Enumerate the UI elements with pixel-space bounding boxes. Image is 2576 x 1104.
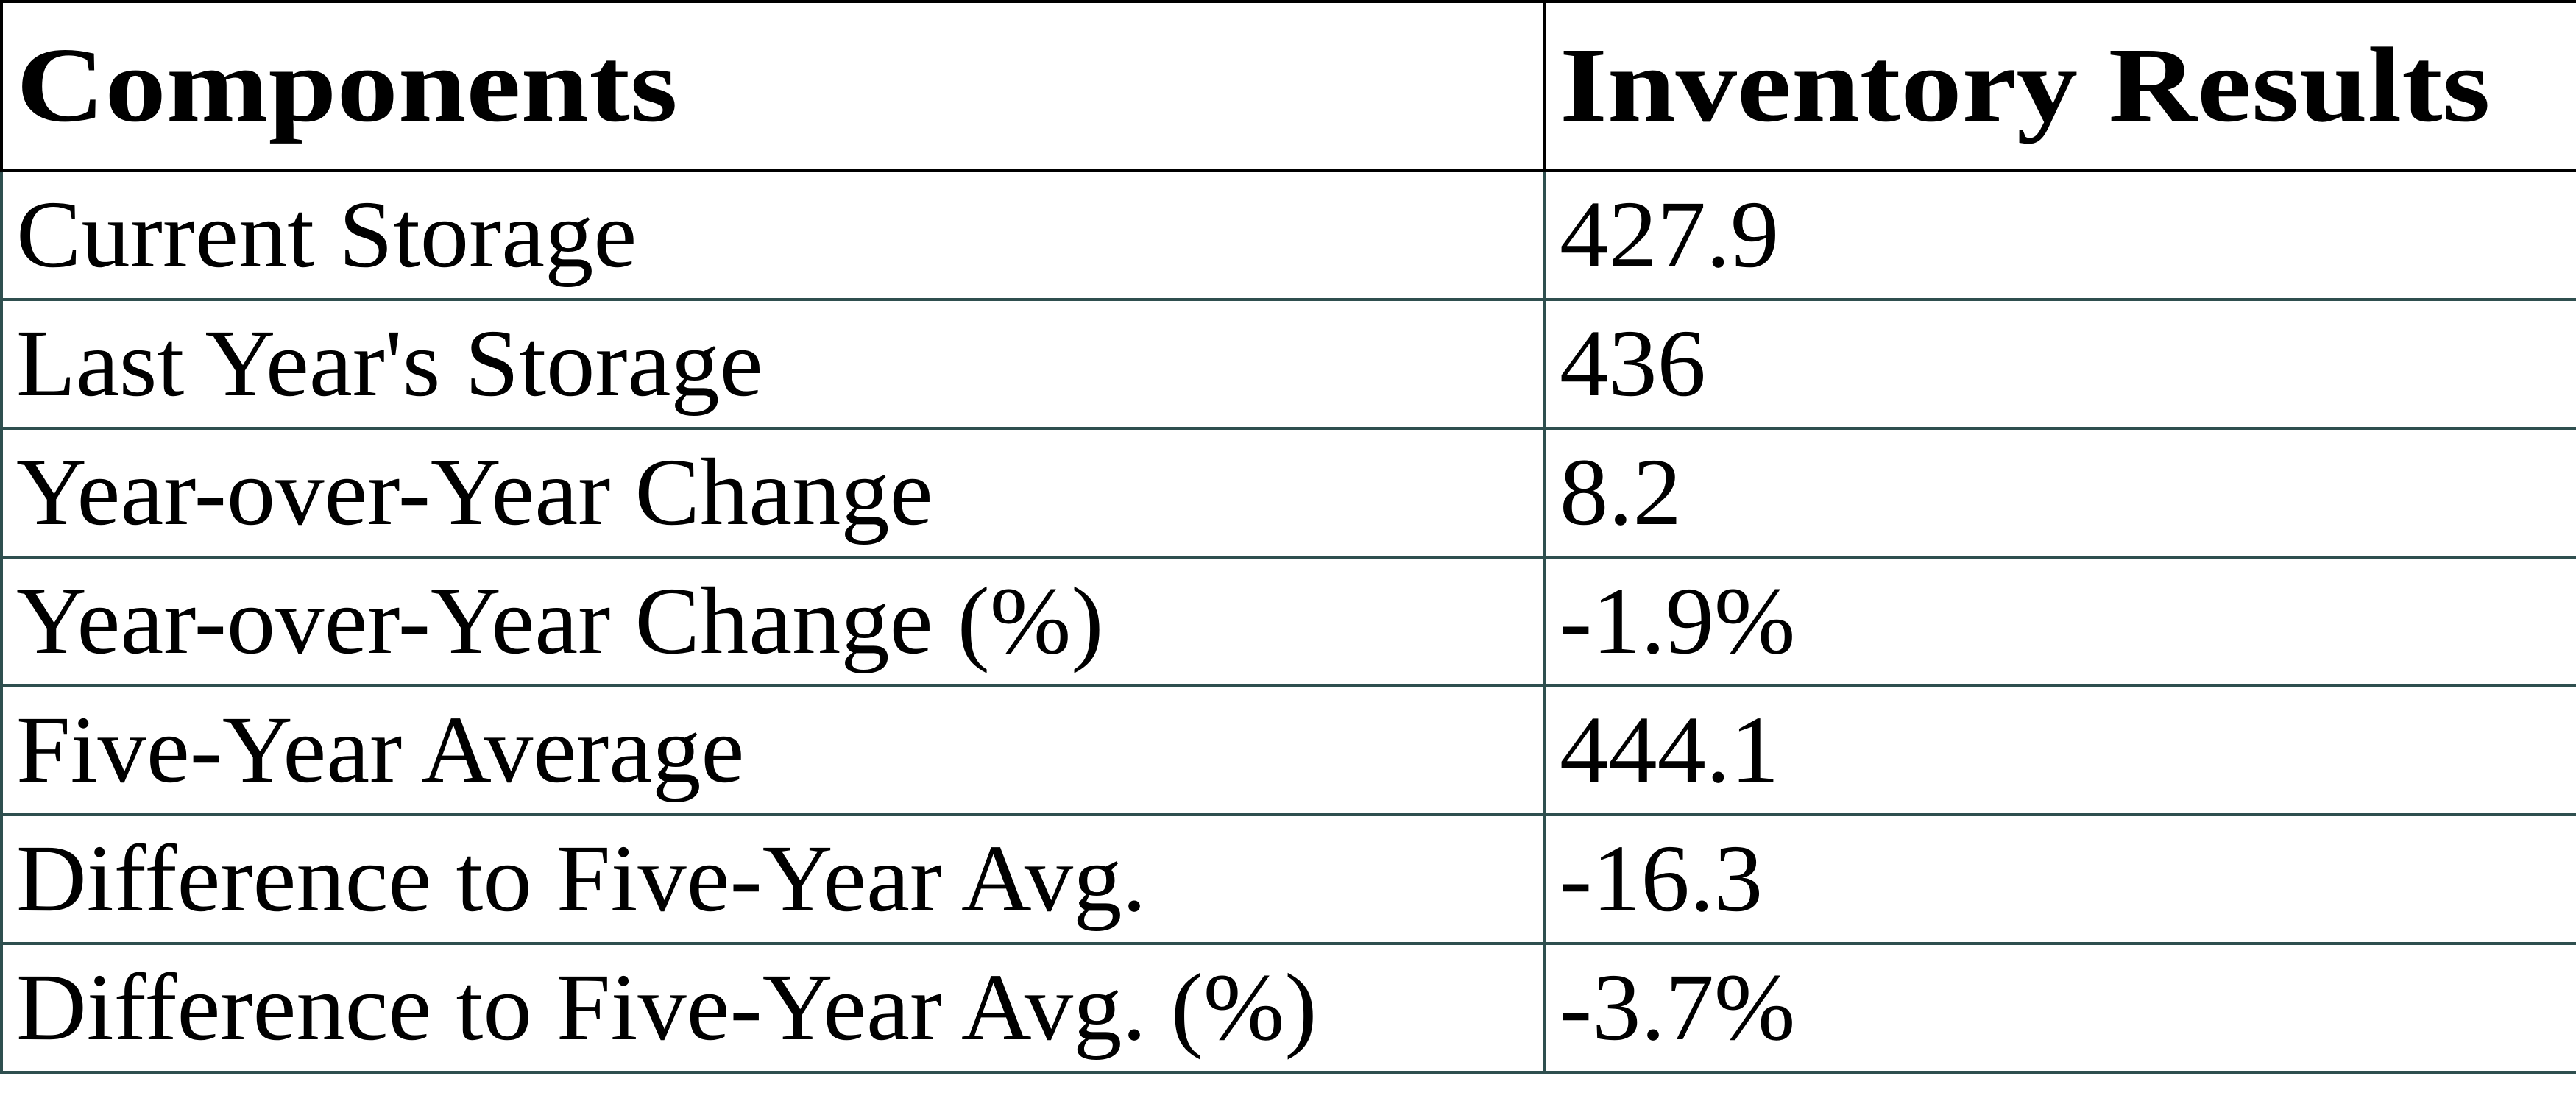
row-value: -16.3 — [1560, 826, 1763, 932]
table-row: Difference to Five-Year Avg. (%) -3.7% — [0, 942, 2576, 1074]
table-row: Year-over-Year Change 8.2 — [0, 427, 2576, 559]
column-header-components-label: Components — [16, 26, 678, 144]
row-label: Last Year's Storage — [16, 311, 763, 417]
row-label-cell: Difference to Five-Year Avg. — [0, 813, 1546, 945]
row-value: -3.7% — [1560, 955, 1796, 1061]
row-label: Difference to Five-Year Avg. (%) — [16, 955, 1317, 1061]
row-value-cell: 427.9 — [1543, 169, 2576, 301]
header-row: Components Inventory Results — [0, 0, 2576, 172]
row-label-cell: Difference to Five-Year Avg. (%) — [0, 942, 1546, 1074]
table-row: Difference to Five-Year Avg. -16.3 — [0, 813, 2576, 945]
row-value: 436 — [1560, 311, 1706, 417]
row-label: Difference to Five-Year Avg. — [16, 826, 1147, 932]
row-label: Year-over-Year Change (%) — [16, 568, 1104, 674]
row-value: 444.1 — [1560, 697, 1780, 803]
row-value-cell: 436 — [1543, 298, 2576, 430]
row-value-cell: 8.2 — [1543, 427, 2576, 559]
column-header-inventory-results-label: Inventory Results — [1560, 26, 2491, 144]
column-header-components: Components — [0, 0, 1546, 172]
table-row: Five-Year Average 444.1 — [0, 684, 2576, 816]
row-value: -1.9% — [1560, 568, 1796, 674]
inventory-table: Components Inventory Results Current Sto… — [0, 0, 2576, 1074]
row-label-cell: Current Storage — [0, 169, 1546, 301]
row-label-cell: Year-over-Year Change — [0, 427, 1546, 559]
row-label: Five-Year Average — [16, 697, 745, 803]
row-value-cell: 444.1 — [1543, 684, 2576, 816]
row-value: 427.9 — [1560, 182, 1780, 288]
row-label: Year-over-Year Change — [16, 439, 933, 545]
row-label-cell: Year-over-Year Change (%) — [0, 556, 1546, 687]
table-row: Current Storage 427.9 — [0, 169, 2576, 301]
table-row: Year-over-Year Change (%) -1.9% — [0, 556, 2576, 687]
row-value-cell: -1.9% — [1543, 556, 2576, 687]
row-label: Current Storage — [16, 182, 637, 288]
row-label-cell: Five-Year Average — [0, 684, 1546, 816]
row-value-cell: -16.3 — [1543, 813, 2576, 945]
row-label-cell: Last Year's Storage — [0, 298, 1546, 430]
column-header-inventory-results: Inventory Results — [1543, 0, 2576, 172]
table-row: Last Year's Storage 436 — [0, 298, 2576, 430]
row-value-cell: -3.7% — [1543, 942, 2576, 1074]
row-value: 8.2 — [1560, 439, 1682, 545]
